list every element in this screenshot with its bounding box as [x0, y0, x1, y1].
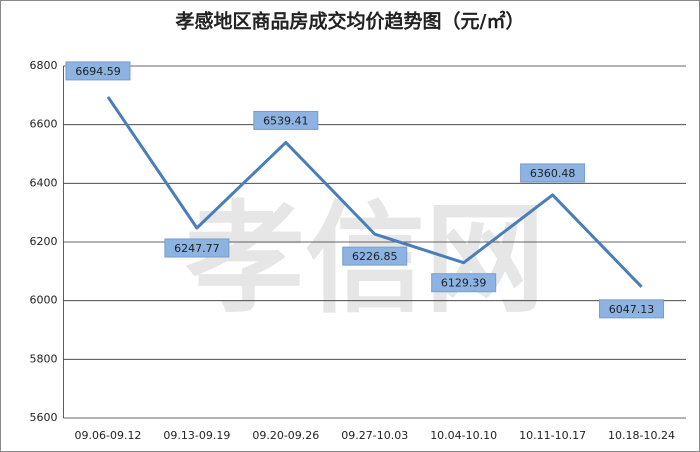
data-label: 6360.48	[530, 167, 576, 180]
data-line	[106, 96, 643, 288]
data-label: 6694.59	[75, 65, 121, 78]
data-label: 6129.39	[441, 277, 487, 290]
data-label-box	[164, 238, 230, 258]
data-label-box	[253, 110, 319, 130]
y-tick-label: 6200	[30, 235, 58, 248]
x-tick-label: 09.06-09.12	[74, 429, 141, 442]
y-tick-label: 5600	[30, 411, 58, 424]
chart-title: 孝感地区商品房成交均价趋势图（元/㎡）	[176, 10, 525, 33]
data-label-box	[65, 61, 131, 81]
y-tick-label: 6400	[30, 176, 58, 189]
x-tick-label: 10.18-10.24	[608, 429, 675, 442]
x-tick-label: 09.27-10.03	[341, 429, 408, 442]
x-tick-label: 10.11-10.17	[519, 429, 586, 442]
y-tick-label: 5800	[30, 352, 58, 365]
y-tick-label: 6600	[30, 118, 58, 131]
data-label-box	[599, 299, 665, 319]
x-tick-label: 09.20-09.26	[252, 429, 319, 442]
data-label: 6047.13	[609, 303, 655, 316]
data-label-box	[342, 246, 408, 266]
x-tick-label: 09.13-09.19	[163, 429, 230, 442]
x-tick-label: 10.04-10.10	[430, 429, 497, 442]
y-tick-label: 6000	[30, 294, 58, 307]
y-tick-label: 6800	[30, 59, 58, 72]
data-label: 6226.85	[352, 250, 398, 263]
data-label: 6247.77	[174, 242, 220, 255]
data-label: 6539.41	[263, 114, 309, 127]
data-label-box	[431, 273, 497, 293]
data-label-box	[520, 163, 586, 183]
